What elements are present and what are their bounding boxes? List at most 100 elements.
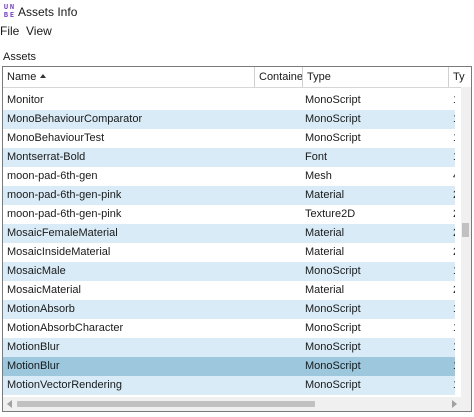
table-row[interactable]: MotionAbsorbCharacter MonoScript 1 <box>3 319 455 338</box>
cell-container <box>257 129 301 148</box>
table-row[interactable]: MonoBehaviourComparator MonoScript 1 <box>3 110 455 129</box>
window-title: Assets Info <box>18 5 78 19</box>
cell-ty: 1 <box>453 148 455 167</box>
cell-ty: 1 <box>453 129 455 148</box>
table-row[interactable]: MotionBlur MonoScript 1 <box>3 357 455 376</box>
assets-grid[interactable]: Name Container Type Ty Monitor MonoScript… <box>2 66 472 412</box>
cell-type: Mesh <box>305 170 332 182</box>
cell-name: moon-pad-6th-gen <box>7 170 98 182</box>
column-header-type[interactable]: Type <box>303 67 449 87</box>
column-header-ty[interactable]: Ty <box>453 71 465 83</box>
cell-name: MotionBlur <box>7 360 60 372</box>
assets-group-label: Assets <box>3 51 37 63</box>
cell-name: MonoBehaviourTest <box>7 132 105 144</box>
cell-type: MonoScript <box>305 113 361 125</box>
cell-container <box>257 205 301 224</box>
column-header-name-label: Name <box>7 71 37 83</box>
cell-ty: 1 <box>453 300 455 319</box>
menu-view[interactable]: View <box>26 24 52 38</box>
cell-container <box>257 167 301 186</box>
cell-ty: 1 <box>453 91 455 110</box>
cell-type: Material <box>305 246 345 258</box>
scroll-left-arrow-icon[interactable] <box>7 400 12 408</box>
menu-file[interactable]: File <box>0 24 20 38</box>
cell-ty: 1 <box>453 357 455 376</box>
cell-type: Texture2D <box>305 208 356 220</box>
cell-name: Montserrat-Bold <box>7 151 86 163</box>
cell-container <box>257 243 301 262</box>
cell-ty: 2 <box>453 186 455 205</box>
table-row[interactable]: moon-pad-6th-gen-pink Material 2 <box>3 186 455 205</box>
table-row[interactable]: MosaicFemaleMaterial Material 2 <box>3 224 455 243</box>
cell-type: Material <box>305 284 345 296</box>
cell-name: MosaicInsideMaterial <box>7 246 111 258</box>
vertical-scroll-thumb[interactable] <box>462 223 469 237</box>
cell-ty: 2 <box>453 281 455 300</box>
cell-type: Material <box>305 227 345 239</box>
column-header-name[interactable]: Name <box>3 67 255 87</box>
cell-type: Font <box>305 151 328 163</box>
cell-ty: 1 <box>453 319 455 338</box>
cell-type: MonoScript <box>305 303 361 315</box>
table-row[interactable]: MonoBehaviourTest MonoScript 1 <box>3 129 455 148</box>
column-header-container[interactable]: Container <box>255 67 303 87</box>
cell-ty: 2 <box>453 243 455 262</box>
cell-type: MonoScript <box>305 322 361 334</box>
table-row[interactable]: MotionAbsorb MonoScript 1 <box>3 300 455 319</box>
cell-container <box>257 281 301 300</box>
cell-name: MonoBehaviourComparator <box>7 113 143 125</box>
table-row[interactable]: MotionBlur MonoScript 1 <box>3 338 455 357</box>
scroll-right-arrow-icon[interactable] <box>452 400 457 408</box>
cell-name: MotionAbsorbCharacter <box>7 322 124 334</box>
table-row[interactable]: Montserrat-Bold Font 1 <box>3 148 455 167</box>
cell-ty: 1 <box>453 338 455 357</box>
cell-name: MotionBlur <box>7 341 60 353</box>
horizontal-scroll-thumb[interactable] <box>17 401 315 407</box>
cell-type: MonoScript <box>305 94 361 106</box>
table-row[interactable]: MosaicInsideMaterial Material 2 <box>3 243 455 262</box>
grid-header: Name Container Type Ty <box>3 67 471 88</box>
table-row[interactable]: moon-pad-6th-gen-pink Texture2D 2 <box>3 205 455 224</box>
cell-name: Monitor <box>7 94 44 106</box>
cell-type: Material <box>305 189 345 201</box>
cell-name: MotionVectorRendering <box>7 379 122 391</box>
cell-container <box>257 91 301 110</box>
table-row[interactable]: moon-pad-6th-gen Mesh 4 <box>3 167 455 186</box>
cell-type: MonoScript <box>305 132 361 144</box>
sort-ascending-icon <box>40 74 47 78</box>
cell-name: MosaicMaterial <box>7 284 81 296</box>
horizontal-scrollbar[interactable] <box>3 397 461 411</box>
cell-container <box>257 376 301 395</box>
cell-name: moon-pad-6th-gen-pink <box>7 189 122 201</box>
cell-container <box>257 338 301 357</box>
cell-ty: 1 <box>453 110 455 129</box>
cell-container <box>257 224 301 243</box>
cell-name: moon-pad-6th-gen-pink <box>7 208 122 220</box>
cell-ty: 1 <box>453 262 455 281</box>
cell-container <box>257 300 301 319</box>
table-row[interactable]: MosaicMaterial Material 2 <box>3 281 455 300</box>
table-row[interactable]: Monitor MonoScript 1 <box>3 91 455 110</box>
cell-type: MonoScript <box>305 379 361 391</box>
vertical-scrollbar[interactable] <box>461 87 471 398</box>
table-row[interactable]: MosaicMale MonoScript 1 <box>3 262 455 281</box>
cell-ty: 2 <box>453 205 455 224</box>
cell-ty: 1 <box>453 376 455 395</box>
cell-name: MosaicMale <box>7 265 66 277</box>
cell-name: MosaicFemaleMaterial <box>7 227 118 239</box>
table-row[interactable]: MotionVectorRendering MonoScript 1 <box>3 376 455 395</box>
cell-ty: 4 <box>453 167 455 186</box>
cell-type: MonoScript <box>305 265 361 277</box>
cell-name: MotionAbsorb <box>7 303 75 315</box>
grid-body: MonitorMonoScript1MonoBehaviourComparato… <box>3 87 455 398</box>
cell-type: MonoScript <box>305 341 361 353</box>
cell-container <box>257 110 301 129</box>
cell-container <box>257 357 301 376</box>
cell-container <box>257 262 301 281</box>
cell-ty: 2 <box>453 224 455 243</box>
cell-container <box>257 148 301 167</box>
cell-type: MonoScript <box>305 360 361 372</box>
cell-container <box>257 186 301 205</box>
